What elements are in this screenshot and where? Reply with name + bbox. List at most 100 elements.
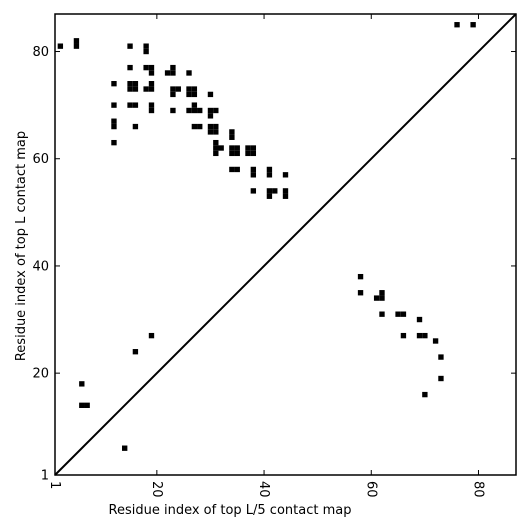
plot-frame (54, 13, 517, 476)
contact-point-top-l (191, 123, 198, 130)
contact-point-top-l (250, 188, 257, 194)
contact-point-top-l5 (422, 391, 428, 398)
contact-point-top-l (191, 107, 198, 114)
y-tick-label: 40 (32, 259, 49, 274)
contact-point-top-l (213, 150, 219, 157)
contact-point-top-l5 (422, 332, 428, 339)
contact-point-top-l5 (416, 316, 423, 323)
contact-point-top-l5 (357, 290, 364, 296)
contact-point-top-l (111, 123, 117, 130)
x-tick-label: 20 (149, 481, 164, 498)
contact-point-top-l (127, 86, 133, 92)
x-tick-label: 40 (256, 481, 271, 498)
contact-point-top-l5 (122, 445, 128, 451)
contact-point-top-l (186, 107, 192, 114)
contact-point-top-l (213, 123, 219, 130)
contact-point-top-l (148, 81, 155, 87)
contact-point-top-l (170, 64, 176, 71)
contact-point-top-l (213, 107, 219, 114)
contact-point-top-l (191, 91, 198, 98)
contact-point-top-l (73, 38, 80, 44)
contact-point-top-l (207, 113, 214, 119)
contact-point-top-l (73, 43, 80, 49)
contact-point-top-l (250, 172, 257, 178)
contact-point-top-l (207, 91, 214, 98)
contact-point-top-l (266, 166, 273, 173)
x-axis-label: Residue index of top L/5 contact map (109, 503, 352, 518)
contact-point-top-l (266, 193, 273, 199)
contact-point-top-l (148, 107, 155, 114)
contact-point-top-l (148, 70, 155, 76)
axis-ticks: 1 20 40 60 80 1 20 40 60 80 (32, 14, 516, 498)
y-tick-label: 1 (41, 469, 49, 484)
contact-point-top-l (250, 150, 257, 157)
x-tick-label: 1 (47, 481, 62, 489)
contact-point-top-l5 (357, 273, 364, 280)
contact-point-top-l (164, 70, 171, 76)
contact-point-top-l (229, 150, 235, 157)
contact-point-top-l5 (400, 332, 407, 339)
contact-point-top-l5 (432, 338, 439, 344)
contact-point-top-l (170, 70, 176, 76)
y-tick-label: 60 (32, 152, 49, 167)
diagonal-line (54, 13, 517, 476)
contact-point-top-l (143, 64, 149, 71)
contact-point-top-l (127, 102, 133, 108)
contact-point-top-l (218, 145, 224, 151)
contact-point-top-l5 (379, 311, 385, 317)
contact-point-top-l (143, 43, 149, 49)
contact-point-top-l (213, 145, 219, 151)
contact-point-top-l5 (79, 402, 85, 408)
contact-point-top-l (197, 123, 203, 130)
contact-point-top-l (245, 150, 251, 157)
contact-point-top-l (245, 145, 251, 151)
contact-point-top-l (148, 64, 155, 71)
contact-point-top-l (250, 166, 257, 173)
contact-point-top-l5 (438, 375, 444, 382)
contact-point-top-l (127, 81, 133, 87)
y-tick-label: 80 (32, 45, 49, 60)
contact-point-top-l (266, 172, 273, 178)
contact-point-top-l (213, 139, 219, 146)
contact-point-top-l (272, 188, 278, 194)
contact-point-top-l (111, 139, 117, 146)
contact-point-top-l (282, 172, 289, 178)
contact-point-top-l5 (400, 311, 407, 317)
contact-point-top-l5 (132, 349, 139, 355)
contact-point-top-l (132, 102, 139, 108)
contact-point-top-l (127, 43, 133, 49)
contact-point-top-l5 (379, 295, 385, 301)
contact-point-top-l (229, 134, 235, 140)
contact-point-top-l (170, 107, 176, 114)
contact-point-top-l5 (148, 332, 155, 339)
contact-point-top-l (186, 70, 192, 76)
contact-point-top-l (282, 193, 289, 199)
contact-point-top-l (470, 22, 476, 28)
contact-point-top-l (175, 86, 181, 92)
contact-point-top-l (132, 81, 139, 87)
contact-point-top-l (234, 150, 240, 157)
contact-point-top-l (186, 86, 192, 92)
contact-point-top-l (143, 86, 149, 92)
contact-point-top-l (234, 145, 240, 151)
contact-point-top-l (170, 86, 176, 92)
contact-point-top-l (132, 123, 139, 130)
contact-point-top-l (250, 145, 257, 151)
contact-point-top-l (234, 166, 240, 173)
contact-points (57, 22, 476, 451)
contact-point-top-l (111, 118, 117, 124)
contact-point-top-l (229, 166, 235, 173)
contact-point-top-l (229, 129, 235, 135)
contact-point-top-l (148, 86, 155, 92)
contact-point-top-l (57, 43, 64, 49)
contact-point-top-l (132, 86, 139, 92)
contact-point-top-l (191, 86, 198, 92)
contact-point-top-l5 (79, 381, 85, 387)
contact-point-top-l (186, 91, 192, 98)
contact-point-top-l5 (438, 354, 444, 360)
contact-point-top-l (111, 102, 117, 108)
y-tick-label: 20 (32, 367, 49, 382)
contact-point-top-l (454, 22, 460, 28)
contact-point-top-l (266, 188, 273, 194)
